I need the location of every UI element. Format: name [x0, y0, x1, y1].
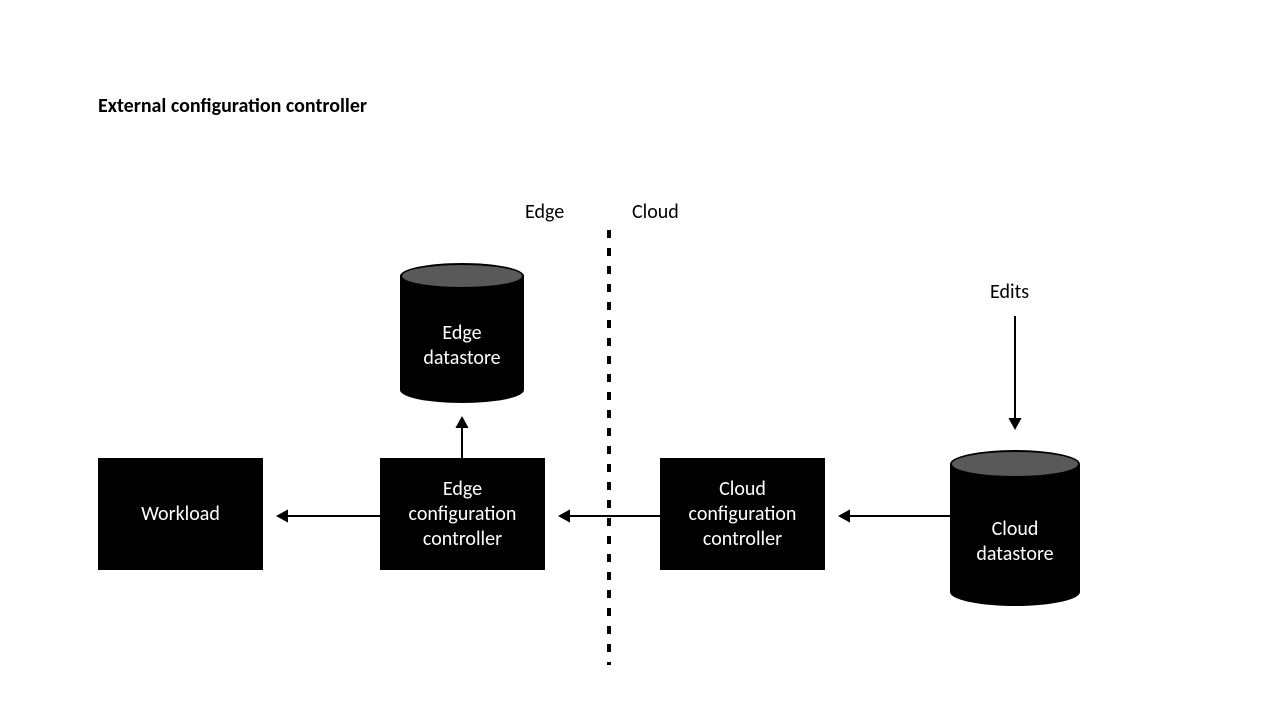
node-cloud-datastore: Cloud datastore [950, 450, 1080, 606]
node-edge-datastore: Edge datastore [400, 263, 524, 403]
cylinder-top [950, 450, 1080, 478]
arrow-edge-ctrl-to-edge-ds [455, 416, 468, 458]
arrow-cloud-ctrl-to-edge-ctrl [558, 509, 660, 522]
node-cloud-controller: Cloud configuration controller [660, 458, 825, 570]
region-label-edge: Edge [525, 200, 564, 224]
node-edge-datastore-label: Edge datastore [400, 321, 524, 371]
node-cloud-datastore-label: Cloud datastore [950, 517, 1080, 567]
arrow-edits-to-cloud-ds [1008, 316, 1021, 430]
node-cloud-controller-label: Cloud configuration controller [689, 477, 797, 552]
region-label-cloud: Cloud [632, 200, 679, 224]
node-workload-label: Workload [141, 502, 220, 527]
edits-label: Edits [990, 280, 1029, 304]
arrow-cloud-ds-to-cloud-ctrl [838, 509, 950, 522]
cylinder-top [400, 263, 524, 289]
cylinder-bottom [400, 377, 524, 403]
node-edge-controller-label: Edge configuration controller [409, 477, 517, 552]
node-edge-controller: Edge configuration controller [380, 458, 545, 570]
arrow-edge-ctrl-to-workload [276, 509, 380, 522]
diagram-title: External configuration controller [98, 94, 367, 118]
node-workload: Workload [98, 458, 263, 570]
cylinder-bottom [950, 578, 1080, 606]
